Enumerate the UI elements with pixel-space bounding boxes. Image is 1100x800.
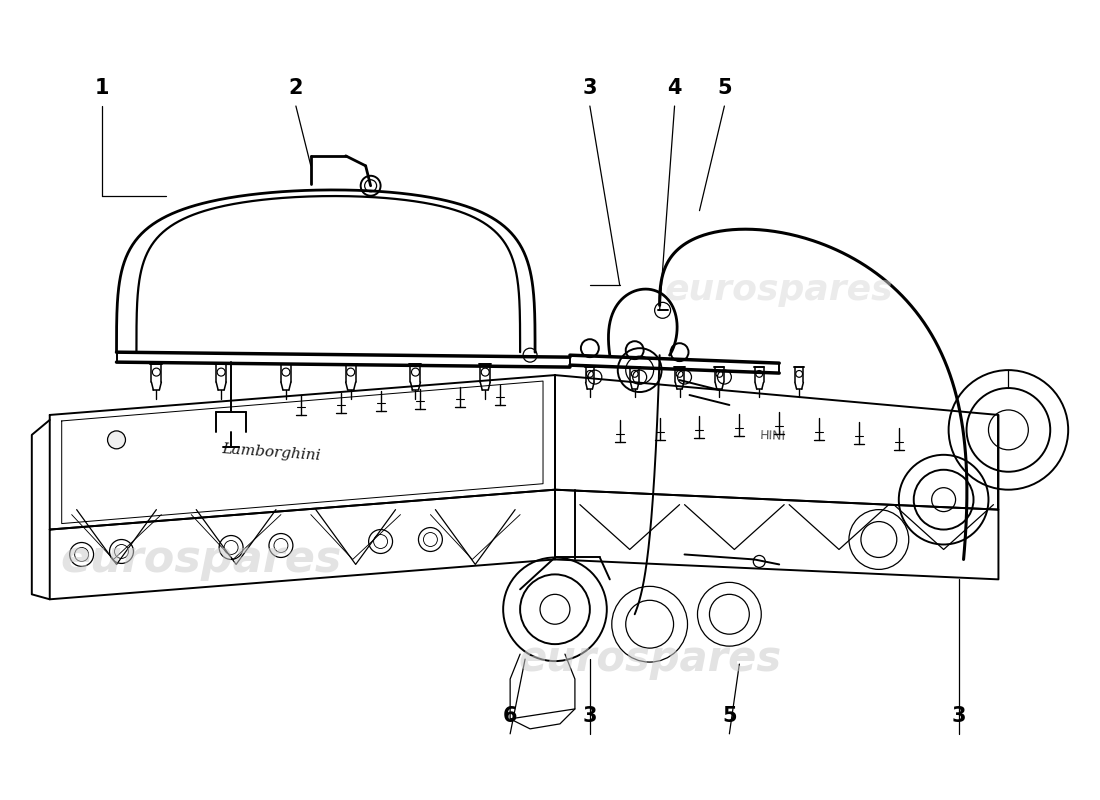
- Text: eurospares: eurospares: [664, 274, 893, 307]
- Circle shape: [108, 431, 125, 449]
- Text: 3: 3: [583, 706, 597, 726]
- Text: eurospares: eurospares: [60, 538, 342, 581]
- Text: 1: 1: [95, 78, 109, 98]
- Text: 3: 3: [583, 78, 597, 98]
- Text: 6: 6: [503, 706, 517, 726]
- Text: Lamborghini: Lamborghini: [221, 442, 321, 462]
- Text: 5: 5: [717, 78, 732, 98]
- Text: eurospares: eurospares: [518, 638, 781, 680]
- Text: 5: 5: [722, 706, 737, 726]
- Text: 2: 2: [288, 78, 304, 98]
- Text: 4: 4: [668, 78, 682, 98]
- Text: HINI: HINI: [759, 429, 785, 443]
- Text: 3: 3: [952, 706, 966, 726]
